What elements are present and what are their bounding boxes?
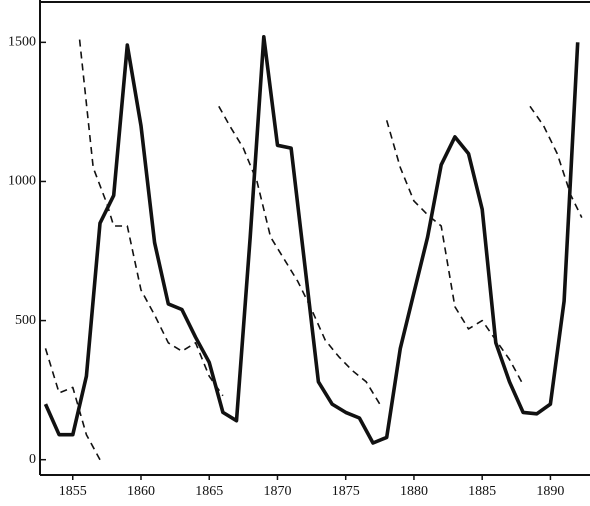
x-tick-label: 1885 bbox=[468, 484, 496, 499]
dashed-line bbox=[385, 120, 524, 385]
solid-line bbox=[43, 35, 580, 445]
x-tick-label: 1875 bbox=[332, 484, 360, 499]
y-tick-label: 1000 bbox=[8, 174, 36, 189]
x-tick-label: 1870 bbox=[263, 484, 291, 499]
y-tick-label: 1500 bbox=[8, 35, 36, 50]
dashed-line bbox=[44, 348, 101, 461]
dashed-line bbox=[218, 105, 381, 405]
x-tick-label: 1855 bbox=[59, 484, 87, 499]
y-tick-label: 500 bbox=[15, 313, 36, 328]
x-tick-label: 1880 bbox=[400, 484, 428, 499]
dashed-line bbox=[529, 105, 583, 218]
x-tick-label: 1865 bbox=[195, 484, 223, 499]
y-tick-label: 0 bbox=[29, 452, 36, 467]
x-tick-label: 1890 bbox=[536, 484, 564, 499]
x-tick-label: 1860 bbox=[127, 484, 155, 499]
dashed-line bbox=[78, 39, 224, 397]
